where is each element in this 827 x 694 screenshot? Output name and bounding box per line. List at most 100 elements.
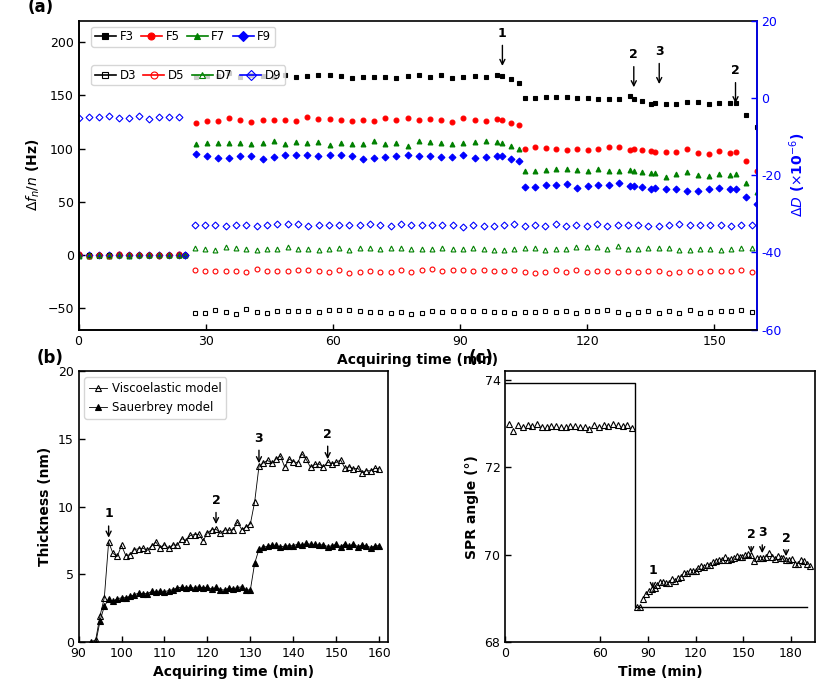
Y-axis label: Thickness (nm): Thickness (nm) (38, 447, 52, 566)
Viscoelastic model (155, 543, 165, 552)
F3 (672, 100, 681, 108)
D9 (752, 221, 762, 230)
D9 (74, 114, 84, 122)
D9 (715, 221, 725, 230)
X-axis label: Acquiring time (min): Acquiring time (min) (153, 666, 313, 679)
Viscoelastic model (151, 538, 160, 546)
F5 (74, 251, 84, 259)
D5 (391, 269, 401, 278)
D5 (74, 251, 84, 259)
D7 (334, 244, 344, 253)
Text: (b): (b) (37, 349, 64, 367)
D9 (226, 219, 236, 228)
F3 (492, 71, 502, 80)
Viscoelastic model (348, 465, 358, 473)
Viscoelastic model (250, 498, 260, 506)
Sauerbrey model (207, 585, 217, 593)
Text: 2: 2 (323, 428, 332, 457)
D7 (74, 251, 84, 259)
Viscoelastic model (87, 638, 97, 646)
F9 (492, 152, 502, 160)
D9 (109, 112, 119, 120)
F3 (74, 251, 84, 259)
D5 (139, 251, 149, 259)
D3 (221, 308, 231, 316)
Sauerbrey model (348, 539, 358, 548)
Line: D9: D9 (76, 113, 759, 257)
Y-axis label: SPR angle (°): SPR angle (°) (465, 455, 479, 559)
Text: (a): (a) (27, 0, 54, 15)
Line: F3: F3 (76, 71, 759, 258)
F5 (236, 116, 246, 124)
Viscoelastic model (297, 450, 307, 458)
D9 (134, 112, 144, 120)
F5 (719, 146, 729, 155)
F7 (752, 188, 762, 196)
D7 (613, 242, 623, 250)
F5 (302, 113, 312, 121)
D5 (241, 268, 251, 276)
D5 (221, 267, 231, 276)
F7 (486, 139, 496, 147)
D3 (715, 307, 725, 316)
D7 (221, 243, 231, 251)
F5 (492, 115, 502, 124)
D5 (334, 266, 344, 274)
Y-axis label: $\Delta D$ ($\times$10$^{-6}$): $\Delta D$ ($\times$10$^{-6}$) (787, 133, 808, 217)
F3 (719, 99, 729, 108)
F7 (230, 139, 240, 147)
Line: F7: F7 (76, 138, 759, 258)
F3 (752, 123, 762, 131)
F9 (582, 182, 592, 190)
D3 (339, 307, 349, 316)
Sauerbrey model (250, 559, 260, 568)
F5 (582, 146, 592, 155)
F9 (119, 251, 129, 260)
D3 (74, 251, 84, 260)
Line: Viscoelastic model: Viscoelastic model (88, 451, 382, 645)
Sauerbrey model (151, 588, 160, 596)
F9 (458, 151, 468, 159)
D3 (109, 250, 119, 258)
Line: Sauerbrey model: Sauerbrey model (88, 541, 382, 646)
F9 (719, 186, 729, 194)
F9 (464, 150, 474, 158)
Text: 2: 2 (731, 64, 740, 102)
D3 (114, 251, 124, 259)
Legend: D3, D5, D7, D9: D3, D5, D7, D9 (91, 65, 285, 85)
F5 (672, 148, 681, 156)
Text: 1: 1 (498, 27, 507, 65)
F3 (464, 71, 474, 80)
Text: 3: 3 (255, 432, 263, 462)
Line: F9: F9 (76, 151, 759, 258)
F5 (155, 251, 165, 260)
F9 (752, 200, 762, 208)
D7 (114, 251, 124, 260)
D7 (241, 244, 251, 253)
Line: F5: F5 (76, 115, 759, 258)
F9 (672, 185, 681, 193)
Text: 1: 1 (104, 507, 113, 536)
Line: D7: D7 (76, 244, 759, 258)
D5 (109, 251, 119, 259)
D5 (715, 266, 725, 275)
D5 (752, 269, 762, 277)
F7 (666, 169, 676, 178)
F7 (458, 138, 468, 146)
Sauerbrey model (87, 639, 97, 648)
Text: 3: 3 (655, 45, 663, 83)
F7 (74, 252, 84, 260)
D7 (721, 245, 731, 253)
Viscoelastic model (207, 525, 217, 534)
D9 (721, 222, 731, 230)
X-axis label: Acquiring time (min): Acquiring time (min) (337, 353, 498, 367)
Sauerbrey model (254, 545, 264, 554)
F7 (263, 137, 273, 145)
Sauerbrey model (375, 541, 385, 550)
Y-axis label: $\Delta f_n/n$ (Hz): $\Delta f_n/n$ (Hz) (24, 139, 41, 212)
D5 (721, 267, 731, 276)
D7 (88, 251, 98, 260)
Text: 2: 2 (747, 528, 756, 552)
D3 (246, 307, 256, 315)
Text: (c): (c) (468, 349, 493, 367)
